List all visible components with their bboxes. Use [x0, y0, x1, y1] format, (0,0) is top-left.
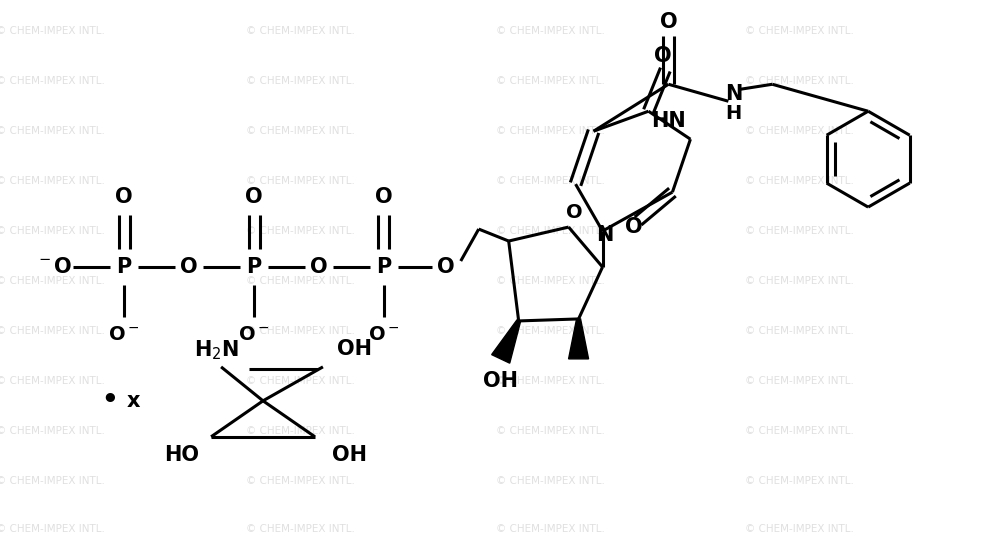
Polygon shape	[491, 320, 520, 363]
Text: © CHEM-IMPEX INTL.: © CHEM-IMPEX INTL.	[495, 276, 604, 286]
Text: © CHEM-IMPEX INTL.: © CHEM-IMPEX INTL.	[246, 176, 355, 186]
Text: © CHEM-IMPEX INTL.: © CHEM-IMPEX INTL.	[0, 276, 106, 286]
Text: © CHEM-IMPEX INTL.: © CHEM-IMPEX INTL.	[744, 26, 853, 36]
Text: © CHEM-IMPEX INTL.: © CHEM-IMPEX INTL.	[744, 376, 853, 386]
Text: O: O	[245, 187, 262, 207]
Text: O: O	[180, 257, 198, 277]
Text: O$^-$: O$^-$	[238, 326, 269, 344]
Text: © CHEM-IMPEX INTL.: © CHEM-IMPEX INTL.	[0, 476, 106, 486]
Text: O: O	[437, 257, 455, 277]
Text: OH: OH	[337, 339, 372, 359]
Text: © CHEM-IMPEX INTL.: © CHEM-IMPEX INTL.	[0, 226, 106, 236]
Text: O: O	[310, 257, 327, 277]
Text: © CHEM-IMPEX INTL.: © CHEM-IMPEX INTL.	[495, 26, 604, 36]
Text: © CHEM-IMPEX INTL.: © CHEM-IMPEX INTL.	[495, 476, 604, 486]
Text: P: P	[376, 257, 391, 277]
Text: © CHEM-IMPEX INTL.: © CHEM-IMPEX INTL.	[744, 524, 853, 534]
Text: H$_2$N: H$_2$N	[193, 338, 239, 362]
Text: © CHEM-IMPEX INTL.: © CHEM-IMPEX INTL.	[0, 524, 106, 534]
Text: © CHEM-IMPEX INTL.: © CHEM-IMPEX INTL.	[495, 176, 604, 186]
Text: O$^-$: O$^-$	[108, 326, 140, 344]
Text: © CHEM-IMPEX INTL.: © CHEM-IMPEX INTL.	[0, 376, 106, 386]
Text: © CHEM-IMPEX INTL.: © CHEM-IMPEX INTL.	[246, 26, 355, 36]
Text: © CHEM-IMPEX INTL.: © CHEM-IMPEX INTL.	[495, 376, 604, 386]
Text: © CHEM-IMPEX INTL.: © CHEM-IMPEX INTL.	[0, 26, 106, 36]
Text: OH: OH	[332, 445, 367, 465]
Text: © CHEM-IMPEX INTL.: © CHEM-IMPEX INTL.	[744, 326, 853, 336]
Text: © CHEM-IMPEX INTL.: © CHEM-IMPEX INTL.	[246, 226, 355, 236]
Text: © CHEM-IMPEX INTL.: © CHEM-IMPEX INTL.	[246, 376, 355, 386]
Text: © CHEM-IMPEX INTL.: © CHEM-IMPEX INTL.	[495, 326, 604, 336]
Text: © CHEM-IMPEX INTL.: © CHEM-IMPEX INTL.	[246, 276, 355, 286]
Text: N: N	[724, 84, 741, 104]
Text: © CHEM-IMPEX INTL.: © CHEM-IMPEX INTL.	[744, 476, 853, 486]
Text: © CHEM-IMPEX INTL.: © CHEM-IMPEX INTL.	[246, 476, 355, 486]
Text: H: H	[725, 104, 740, 123]
Text: © CHEM-IMPEX INTL.: © CHEM-IMPEX INTL.	[495, 426, 604, 436]
Text: © CHEM-IMPEX INTL.: © CHEM-IMPEX INTL.	[495, 126, 604, 136]
Text: © CHEM-IMPEX INTL.: © CHEM-IMPEX INTL.	[0, 326, 106, 336]
Text: HN: HN	[651, 111, 685, 131]
Text: © CHEM-IMPEX INTL.: © CHEM-IMPEX INTL.	[246, 426, 355, 436]
Text: x: x	[126, 391, 140, 411]
Text: © CHEM-IMPEX INTL.: © CHEM-IMPEX INTL.	[744, 126, 853, 136]
Text: O: O	[566, 203, 583, 222]
Text: © CHEM-IMPEX INTL.: © CHEM-IMPEX INTL.	[246, 524, 355, 534]
Text: O: O	[375, 187, 392, 207]
Text: OH: OH	[483, 371, 518, 391]
Text: © CHEM-IMPEX INTL.: © CHEM-IMPEX INTL.	[744, 76, 853, 86]
Text: P: P	[116, 257, 132, 277]
Text: © CHEM-IMPEX INTL.: © CHEM-IMPEX INTL.	[246, 76, 355, 86]
Text: © CHEM-IMPEX INTL.: © CHEM-IMPEX INTL.	[246, 126, 355, 136]
Text: © CHEM-IMPEX INTL.: © CHEM-IMPEX INTL.	[0, 126, 106, 136]
Text: © CHEM-IMPEX INTL.: © CHEM-IMPEX INTL.	[495, 226, 604, 236]
Text: © CHEM-IMPEX INTL.: © CHEM-IMPEX INTL.	[744, 226, 853, 236]
Text: O: O	[659, 13, 676, 32]
Text: © CHEM-IMPEX INTL.: © CHEM-IMPEX INTL.	[744, 276, 853, 286]
Text: © CHEM-IMPEX INTL.: © CHEM-IMPEX INTL.	[246, 326, 355, 336]
Polygon shape	[568, 319, 588, 359]
Text: © CHEM-IMPEX INTL.: © CHEM-IMPEX INTL.	[0, 76, 106, 86]
Text: © CHEM-IMPEX INTL.: © CHEM-IMPEX INTL.	[495, 524, 604, 534]
Text: O$^-$: O$^-$	[368, 326, 399, 344]
Text: © CHEM-IMPEX INTL.: © CHEM-IMPEX INTL.	[0, 426, 106, 436]
Text: O: O	[624, 217, 642, 237]
Text: © CHEM-IMPEX INTL.: © CHEM-IMPEX INTL.	[0, 176, 106, 186]
Text: © CHEM-IMPEX INTL.: © CHEM-IMPEX INTL.	[495, 76, 604, 86]
Text: © CHEM-IMPEX INTL.: © CHEM-IMPEX INTL.	[744, 426, 853, 436]
Text: $^-$O: $^-$O	[35, 257, 72, 277]
Text: N: N	[596, 225, 612, 245]
Text: P: P	[246, 257, 261, 277]
Text: © CHEM-IMPEX INTL.: © CHEM-IMPEX INTL.	[744, 176, 853, 186]
Text: HO: HO	[164, 445, 199, 465]
Text: •: •	[101, 388, 117, 414]
Text: O: O	[115, 187, 133, 207]
Text: O: O	[653, 46, 670, 65]
